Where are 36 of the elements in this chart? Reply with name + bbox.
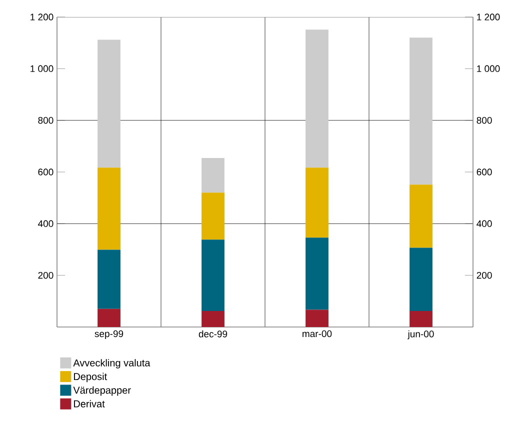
bar [98, 168, 120, 250]
bar [98, 308, 120, 327]
bar [410, 38, 432, 185]
bar [202, 240, 224, 311]
bar [202, 192, 224, 240]
y-tick-label: 800 [38, 116, 54, 124]
y2-tick-label: 600 [476, 168, 492, 176]
legend-label: Värdepapper [73, 386, 131, 396]
bar [202, 158, 224, 193]
bar [306, 30, 328, 168]
x-tick-label: dec-99 [198, 330, 228, 338]
bar [306, 238, 328, 310]
bar [410, 248, 432, 311]
bar [98, 40, 120, 168]
x-tick-label: sep-99 [94, 330, 124, 339]
bar [202, 310, 224, 327]
y-tick-label: 1 200 [30, 14, 54, 20]
y2-tick-label: 400 [476, 220, 492, 228]
y2-tick-label: 800 [476, 116, 492, 124]
y-tick-label: 200 [38, 272, 54, 279]
y-tick-label: 400 [38, 220, 54, 228]
y2-tick-label: 1 000 [477, 65, 500, 72]
bar [306, 168, 328, 238]
x-tick-label: jun-00 [408, 330, 434, 340]
bar [98, 250, 120, 309]
y2-tick-label: 200 [476, 272, 492, 279]
bar [306, 310, 328, 327]
x-tick-label: mar-00 [302, 330, 332, 338]
legend-label: Avveckling valuta [73, 359, 150, 368]
bar [410, 184, 432, 248]
y2-tick-label: 1 200 [477, 14, 500, 20]
legend-label: Derivat [74, 400, 105, 408]
y-tick-label: 600 [38, 168, 54, 176]
bar [410, 310, 432, 327]
y-tick-label: 1 000 [30, 65, 54, 72]
legend-label: Deposit [74, 372, 108, 382]
